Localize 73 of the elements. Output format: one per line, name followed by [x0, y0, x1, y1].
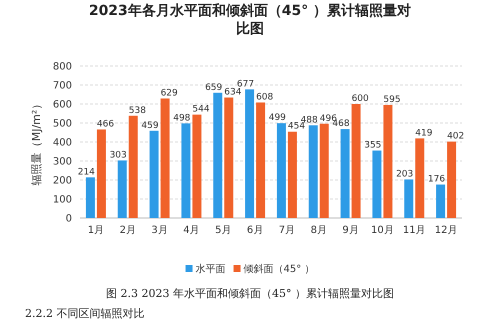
data-label: 544: [192, 104, 210, 115]
y-tick-label: 500: [52, 118, 72, 130]
title: 2023年各月水平面和倾斜面（45° ）累计辐照量对比图: [88, 2, 412, 38]
y-tick-label: 600: [52, 100, 72, 110]
x-tick-label: 7月: [278, 225, 296, 236]
data-label: 600: [352, 94, 370, 104]
data-label: 595: [383, 94, 401, 105]
bar: [192, 114, 202, 218]
bar: [340, 129, 350, 218]
x-tick-label: 8月: [310, 225, 327, 236]
y-axis-title: 辐照量（MJ/m²）: [30, 98, 43, 186]
data-label: 468: [332, 119, 350, 130]
bar: [308, 125, 318, 218]
bar: [245, 89, 254, 218]
data-label: 419: [415, 128, 433, 138]
legend-label: 水平面: [196, 263, 226, 275]
y-tick-label: 400: [52, 138, 72, 148]
x-tick-label: 9月: [342, 225, 359, 236]
data-label: 466: [96, 119, 114, 130]
data-label: 454: [288, 122, 306, 132]
bar: [372, 150, 382, 218]
x-tick-label: 4月: [183, 225, 200, 236]
data-label: 176: [428, 174, 446, 185]
bar: [436, 184, 446, 218]
data-label: 303: [110, 150, 127, 160]
data-label: 203: [396, 169, 414, 180]
bar: [150, 130, 159, 218]
x-tick-label: 6月: [246, 225, 264, 236]
y-tick-label: 200: [52, 176, 72, 186]
bar: [415, 138, 424, 218]
x-tick-label: 12月: [434, 225, 458, 236]
bar: [447, 142, 456, 218]
annotation: 2.2.2 不同区间辐照对比: [25, 306, 144, 321]
x-tick-label: 3月: [151, 225, 168, 236]
bar: [352, 104, 361, 218]
bar: [96, 129, 106, 218]
bar: [276, 123, 286, 218]
data-label: 634: [224, 88, 242, 98]
bar: [383, 104, 392, 218]
x-tick-label: 5月: [215, 225, 232, 236]
data-label: 214: [78, 167, 96, 178]
data-label: 659: [205, 82, 223, 93]
bar: [256, 102, 266, 218]
x-tick-label: 2月: [120, 225, 136, 236]
annotation: 图 2.3 2023 年水平面和倾斜面（45° ）累计辐照量对比图: [105, 286, 395, 301]
data-label: 355: [364, 140, 382, 151]
x-tick-label: 10月: [371, 225, 394, 236]
bar: [224, 98, 234, 218]
bar: [118, 160, 127, 218]
y-tick-label: 800: [52, 62, 72, 72]
x-tick-label: 1月: [88, 225, 104, 236]
x-tick-label: 11月: [402, 225, 426, 236]
bar: [86, 177, 95, 218]
bar: [128, 116, 138, 218]
bar: [181, 123, 190, 218]
y-tick-label: 100: [52, 194, 72, 206]
data-label: 608: [256, 92, 274, 102]
bar: [213, 92, 222, 218]
data-label: 677: [236, 79, 254, 90]
data-label: 629: [160, 88, 178, 98]
y-tick-label: 0: [66, 214, 72, 224]
data-label: 459: [141, 120, 159, 131]
data-label: 538: [128, 106, 146, 116]
data-label: 498: [173, 113, 191, 124]
y-tick-label: 700: [52, 80, 72, 92]
legend-label: 倾斜面（45° ）: [244, 263, 314, 275]
data-label: 499: [268, 113, 286, 124]
y-tick-label: 300: [52, 156, 72, 168]
bar: [404, 179, 414, 218]
bar: [160, 98, 170, 218]
data-label: 402: [447, 132, 464, 142]
bar: [288, 132, 297, 218]
bar: [320, 124, 329, 218]
